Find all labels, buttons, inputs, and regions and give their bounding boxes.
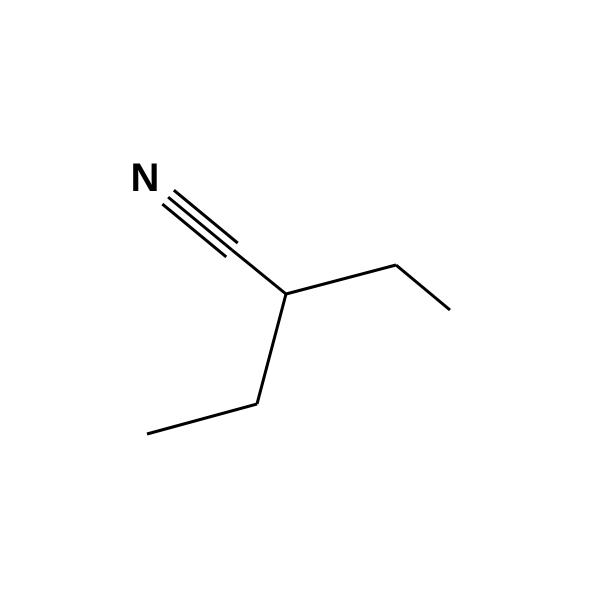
bond-line — [232, 250, 286, 294]
bond-line — [286, 265, 396, 294]
bond-line — [168, 197, 232, 250]
bond-line — [147, 404, 257, 434]
bond-line — [257, 294, 286, 404]
bond-line — [162, 204, 226, 257]
atom-label-N: N — [131, 156, 160, 200]
bond-line — [174, 190, 238, 243]
molecule-diagram: N — [0, 0, 600, 600]
bond-line — [396, 265, 450, 310]
